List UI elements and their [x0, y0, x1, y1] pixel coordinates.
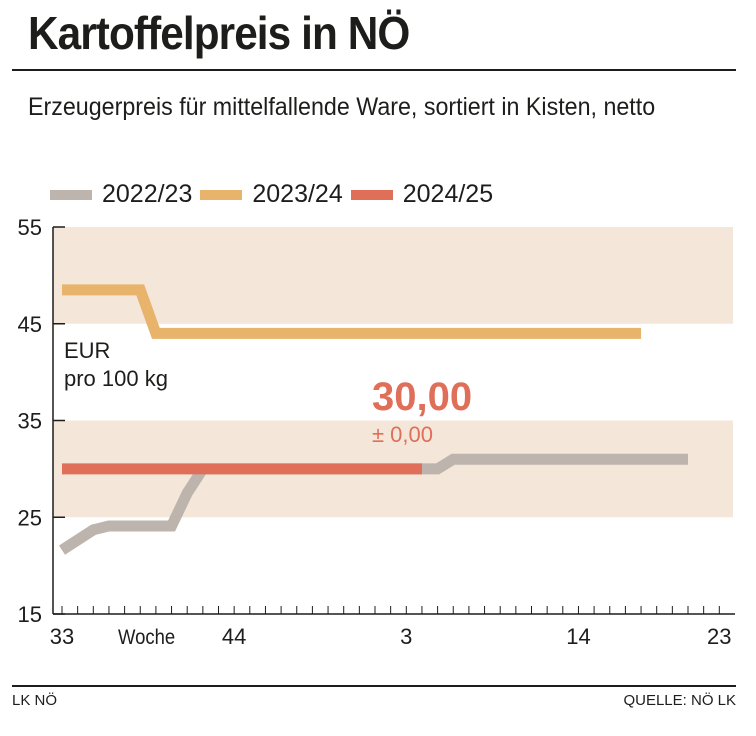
y-tick-label: 25	[18, 505, 42, 530]
y-tick-label: 35	[18, 409, 42, 434]
legend-label: 2024/25	[402, 180, 494, 208]
title-divider	[12, 69, 736, 71]
series-line-2022-23	[59, 453, 688, 555]
legend-swatch	[200, 189, 243, 200]
y-tick-label: 55	[18, 215, 42, 240]
legend-label: 2023/24	[252, 180, 343, 208]
footer-credit: LK NÖ	[12, 692, 58, 709]
unit-label-line2: pro 100 kg	[64, 366, 168, 391]
current-value-label: 30,00	[372, 375, 472, 419]
shaded-band	[53, 227, 733, 324]
y-tick-label: 15	[18, 602, 42, 627]
x-tick-label: 33	[50, 624, 74, 649]
unit-label-line1: EUR	[64, 338, 110, 363]
y-tick-label: 45	[18, 312, 42, 337]
x-tick-label: 44	[222, 624, 246, 649]
series-line-2023-24	[62, 284, 642, 339]
change-value-label: ± 0,00	[372, 422, 433, 447]
legend-item-2023-24: 2023/24	[200, 180, 343, 209]
legend-item-2024-25: 2024/25	[350, 180, 494, 209]
x-axis-title: Woche	[118, 626, 175, 649]
legend-label: 2022/23	[102, 180, 193, 208]
x-tick-label: 14	[566, 624, 590, 649]
footer-source: QUELLE: NÖ LK	[623, 692, 736, 709]
x-tick-label: 3	[400, 624, 412, 649]
footer-divider	[12, 685, 736, 687]
chart-subtitle: Erzeugerpreis für mittelfallende Ware, s…	[28, 93, 656, 121]
legend-item-2022-23: 2022/23	[50, 180, 192, 209]
x-tick-label: 23	[707, 624, 731, 649]
legend-swatch	[350, 189, 393, 200]
legend: 2022/23 2023/24 2024/25	[50, 180, 501, 209]
legend-swatch	[50, 189, 92, 200]
chart-title: Kartoffelpreis in NÖ	[28, 7, 410, 59]
